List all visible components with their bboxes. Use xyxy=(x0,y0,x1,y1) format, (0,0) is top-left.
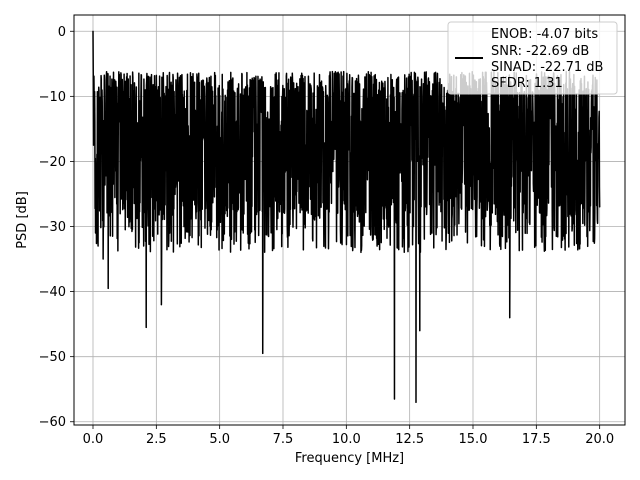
legend-line-snr: SNR: -22.69 dB xyxy=(491,44,589,59)
x-tick-label: 20.0 xyxy=(585,432,614,447)
legend-line-sfdr: SFDR: 1.31 xyxy=(491,76,563,91)
y-tick-label: −60 xyxy=(39,415,66,430)
x-tick-label: 7.5 xyxy=(273,432,294,447)
x-tick-label: 2.5 xyxy=(146,432,167,447)
x-axis-label: Frequency [MHz] xyxy=(295,451,404,466)
legend-line-sinad: SINAD: -22.71 dB xyxy=(491,60,603,75)
psd-peak-point xyxy=(94,232,97,234)
y-tick-label: −40 xyxy=(39,285,66,300)
y-tick-label: −50 xyxy=(39,350,66,365)
axes-frame xyxy=(73,14,626,426)
psd-peak-point xyxy=(92,144,95,146)
psd-peak-point xyxy=(509,317,511,319)
y-tick-label: −30 xyxy=(39,220,66,235)
y-tick-label: −20 xyxy=(39,155,66,170)
psd-peak-point xyxy=(97,245,99,247)
x-tick-label: 0.0 xyxy=(83,432,104,447)
x-tick-label: 12.5 xyxy=(395,432,424,447)
x-axis-ticks: 0.0 2.5 5.0 7.5 10.0 12.5 15.0 17.5 20.0 xyxy=(83,425,614,447)
y-axis-label: PSD [dB] xyxy=(15,191,30,249)
psd-peak-point xyxy=(415,401,417,403)
psd-peak-point xyxy=(102,258,104,260)
psd-series-line xyxy=(92,31,601,403)
y-tick-label: −10 xyxy=(39,90,66,105)
y-tick-label: 0 xyxy=(58,25,66,40)
x-tick-label: 15.0 xyxy=(459,432,488,447)
y-axis-ticks: 0 −10 −20 −30 −40 −50 −60 xyxy=(39,25,74,430)
legend-line-enob: ENOB: -4.07 bits xyxy=(491,27,598,42)
psd-peak-point xyxy=(160,304,162,306)
plot-area xyxy=(92,30,601,403)
psd-peak-point xyxy=(419,330,421,332)
psd-peak-point xyxy=(93,108,95,110)
x-tick-label: 17.5 xyxy=(522,432,551,447)
psd-peak-point xyxy=(107,287,109,289)
psd-peak-point xyxy=(262,352,264,355)
psd-peak-point xyxy=(599,206,601,208)
psd-peak-point xyxy=(92,30,94,32)
psd-peak-point xyxy=(145,326,147,328)
x-tick-label: 5.0 xyxy=(209,432,230,447)
x-tick-label: 10.0 xyxy=(332,432,361,447)
legend-box xyxy=(447,21,618,95)
legend: ENOB: -4.07 bits SNR: -22.69 dB SINAD: -… xyxy=(447,21,618,95)
psd-peak-point xyxy=(393,398,396,400)
